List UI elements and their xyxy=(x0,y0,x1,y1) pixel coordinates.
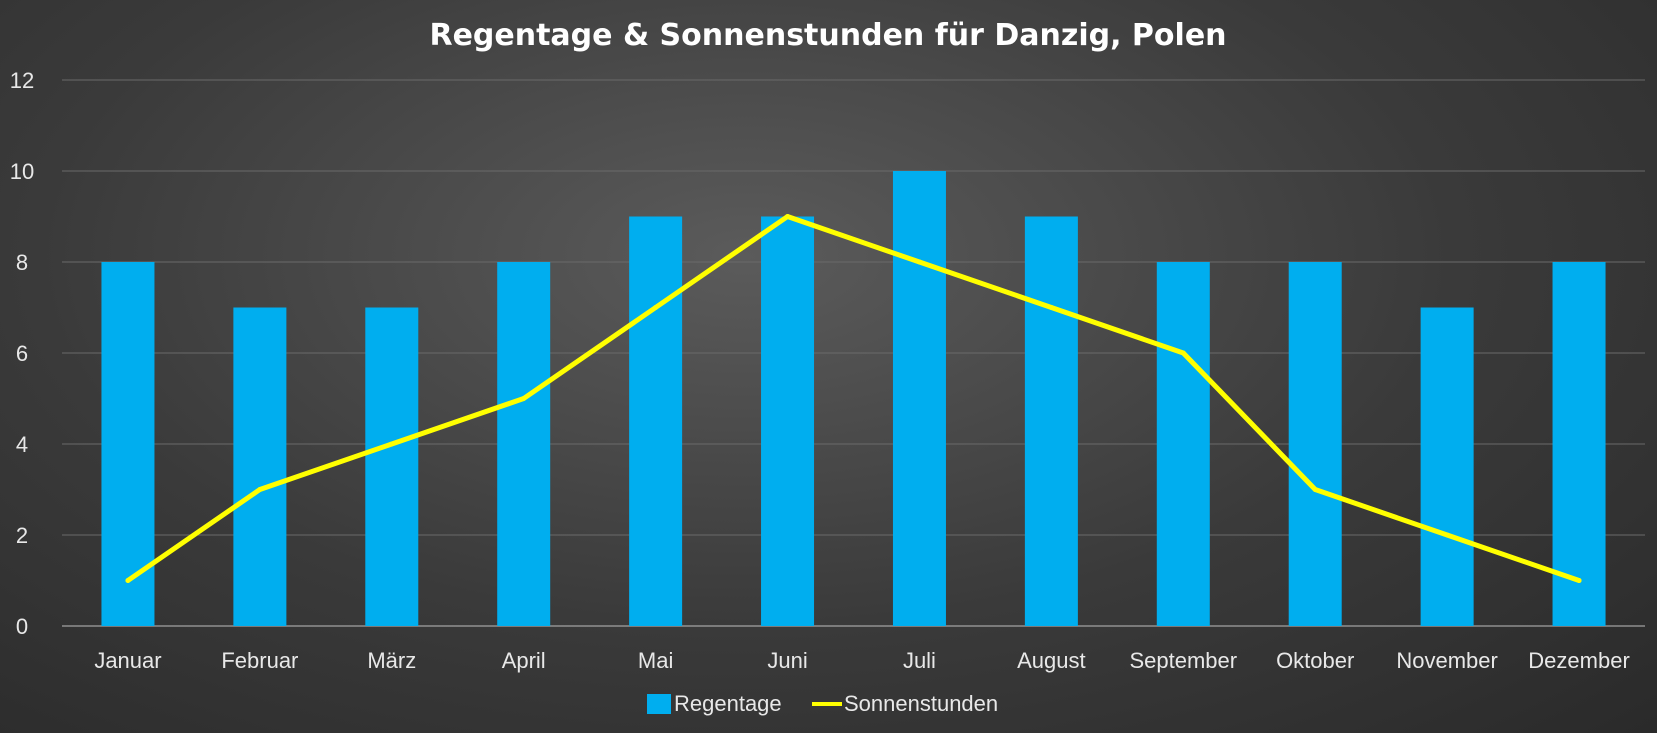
chart-title: Regentage & Sonnenstunden für Danzig, Po… xyxy=(429,18,1226,53)
point-sonnenstunden xyxy=(1444,532,1450,538)
legend-label-sonnenstunden: Sonnenstunden xyxy=(844,691,998,716)
line-sonnenstunden xyxy=(125,214,1582,583)
x-tick-label: April xyxy=(502,648,546,673)
x-tick-label: August xyxy=(1017,648,1086,673)
bar-regentage xyxy=(101,262,155,626)
y-tick-label: 0 xyxy=(16,614,28,639)
x-tick-label: Januar xyxy=(94,648,161,673)
point-sonnenstunden xyxy=(653,305,659,310)
x-tick-label: März xyxy=(367,648,416,673)
line-series-sonnenstunden xyxy=(125,214,1582,583)
x-tick-label: Mai xyxy=(638,648,673,673)
bar-regentage xyxy=(233,307,287,626)
bar-regentage xyxy=(497,262,551,626)
point-sonnenstunden xyxy=(1048,305,1054,310)
bar-regentage xyxy=(892,171,946,626)
point-sonnenstunden xyxy=(125,578,131,583)
point-sonnenstunden xyxy=(785,214,791,219)
y-tick-label: 2 xyxy=(16,523,28,548)
x-tick-label: Februar xyxy=(221,648,298,673)
x-tick-label: Dezember xyxy=(1528,648,1629,673)
y-tick-label: 6 xyxy=(16,341,28,366)
x-tick-label: November xyxy=(1396,648,1497,673)
legend: Regentage Sonnenstunden xyxy=(647,691,998,716)
bar-regentage xyxy=(629,216,683,626)
gridlines xyxy=(62,79,1645,627)
x-tick-label: September xyxy=(1129,648,1237,673)
point-sonnenstunden xyxy=(389,441,395,447)
bar-regentage xyxy=(1552,262,1606,626)
point-sonnenstunden xyxy=(1576,578,1582,583)
legend-label-regentage: Regentage xyxy=(674,691,782,716)
x-tick-label: Oktober xyxy=(1276,648,1354,673)
point-sonnenstunden xyxy=(257,487,263,492)
y-axis: 0 2 4 6 8 10 12 xyxy=(10,68,34,639)
x-tick-label: Juni xyxy=(767,648,807,673)
x-axis: Januar Februar März April Mai Juni Juli August S… xyxy=(94,648,1629,673)
bar-regentage xyxy=(365,307,419,626)
bar-regentage xyxy=(761,216,815,626)
y-tick-label: 8 xyxy=(16,250,28,275)
bar-series-regentage xyxy=(101,171,1606,626)
y-tick-label: 12 xyxy=(10,68,34,93)
legend-swatch-regentage xyxy=(647,694,671,714)
point-sonnenstunden xyxy=(1180,350,1186,356)
point-sonnenstunden xyxy=(916,259,922,265)
point-sonnenstunden xyxy=(1312,487,1318,492)
bar-regentage xyxy=(1024,216,1078,626)
bar-regentage xyxy=(1288,262,1342,626)
point-sonnenstunden xyxy=(521,396,527,401)
bar-regentage xyxy=(1156,262,1210,626)
x-tick-label: Juli xyxy=(903,648,936,673)
bar-regentage xyxy=(1420,307,1474,626)
y-tick-label: 10 xyxy=(10,159,34,184)
y-tick-label: 4 xyxy=(16,432,28,457)
